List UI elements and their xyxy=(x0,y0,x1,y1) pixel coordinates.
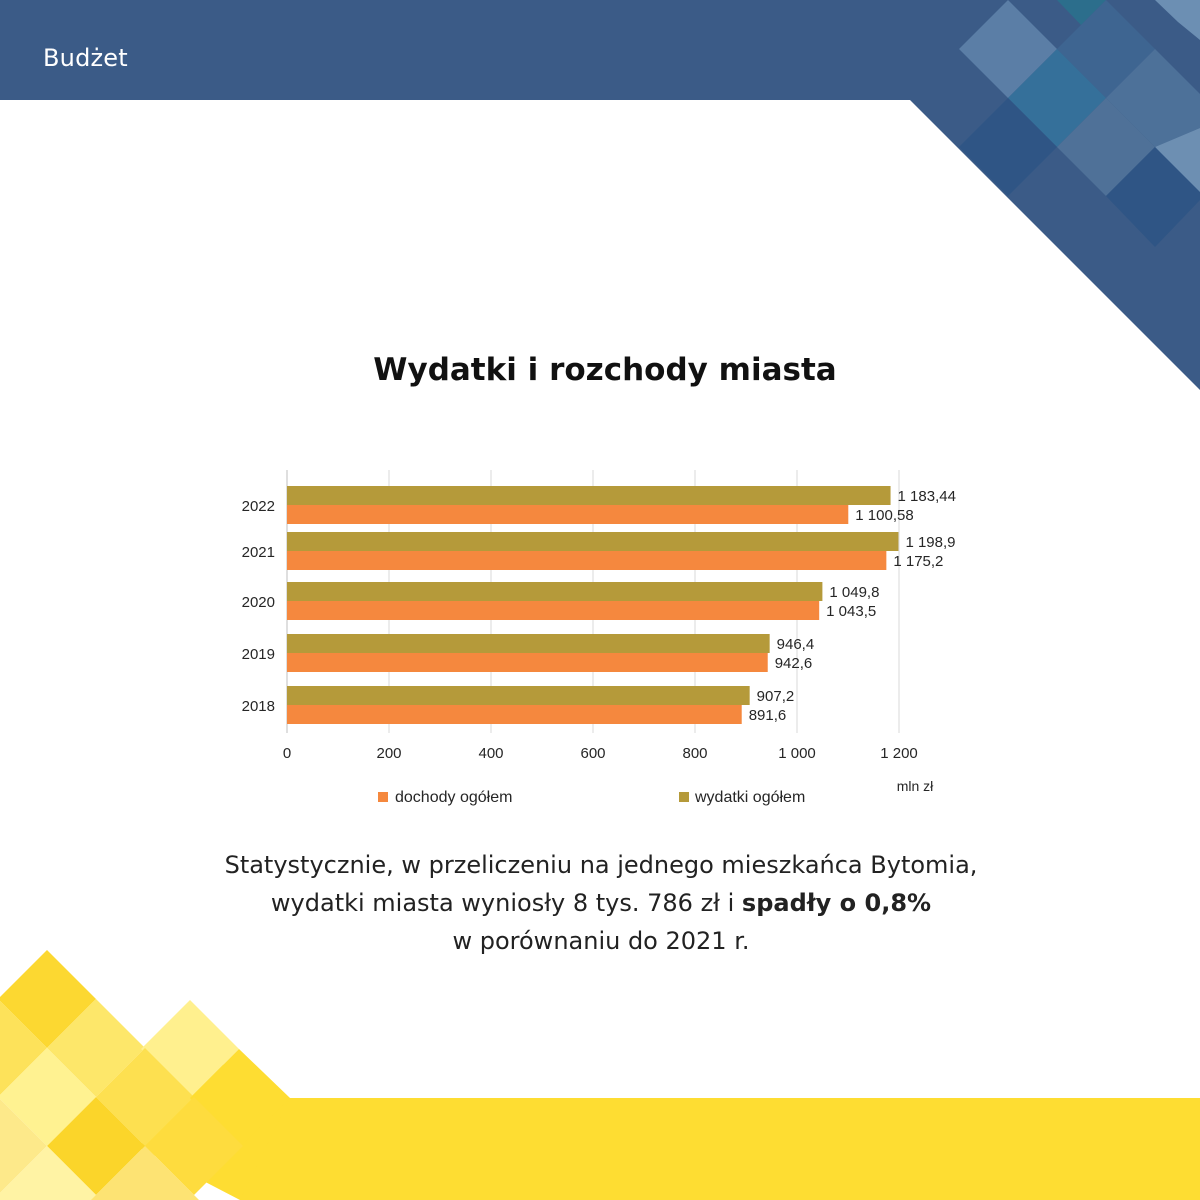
bar-wydatki xyxy=(287,532,899,551)
data-label-dochody: 1 175,2 xyxy=(893,553,943,570)
bar-dochody xyxy=(287,705,742,724)
blue-diamond-pattern xyxy=(959,0,1200,247)
data-label-wydatki: 946,4 xyxy=(777,636,815,653)
x-tick-label: 800 xyxy=(682,745,707,762)
yellow-diamond-pattern xyxy=(0,950,290,1200)
section-label: Budżet xyxy=(43,44,128,72)
caption-line-2-text: wydatki miasta wyniosły 8 tys. 786 zł i xyxy=(270,889,742,917)
data-label-wydatki: 1 049,8 xyxy=(829,584,879,601)
y-tick-label: 2022 xyxy=(242,498,275,515)
data-label-wydatki: 1 183,44 xyxy=(898,488,956,505)
caption-line-2: wydatki miasta wyniosły 8 tys. 786 zł i … xyxy=(0,884,1200,922)
data-label-dochody: 1 043,5 xyxy=(826,603,876,620)
caption-highlight: spadły o 0,8% xyxy=(741,889,932,917)
legend-label-wydatki: wydatki ogółem xyxy=(694,789,805,806)
data-label-wydatki: 1 198,9 xyxy=(905,534,955,551)
bar-wydatki xyxy=(287,582,823,601)
legend-swatch-dochody xyxy=(378,792,388,802)
bar-wydatki xyxy=(287,634,770,653)
x-tick-label: 1 200 xyxy=(880,745,918,762)
caption-line-3: w porównaniu do 2021 r. xyxy=(452,927,750,955)
x-axis-unit-label: mln zł xyxy=(897,778,934,794)
bar-dochody xyxy=(287,601,820,620)
bar-dochody xyxy=(287,653,768,672)
caption-line-1: Statystycznie, w przeliczeniu na jednego… xyxy=(224,851,978,879)
x-tick-label: 1 000 xyxy=(778,745,816,762)
y-tick-label: 2020 xyxy=(242,594,275,611)
x-tick-label: 400 xyxy=(478,745,503,762)
y-tick-label: 2018 xyxy=(242,698,275,715)
caption: Statystycznie, w przeliczeniu na jednego… xyxy=(0,846,1200,960)
legend-label-dochody: dochody ogółem xyxy=(395,789,512,806)
chart-title: Wydatki i rozchody miasta xyxy=(373,352,837,388)
data-label-dochody: 1 100,58 xyxy=(855,507,913,524)
data-label-wydatki: 907,2 xyxy=(757,688,795,705)
x-tick-label: 600 xyxy=(580,745,605,762)
y-tick-label: 2019 xyxy=(242,646,275,663)
x-tick-label: 0 xyxy=(283,745,291,762)
legend-swatch-wydatki xyxy=(679,792,689,802)
bar-wydatki xyxy=(287,686,750,705)
data-label-dochody: 942,6 xyxy=(775,655,813,672)
bar-wydatki xyxy=(287,486,891,505)
yellow-band xyxy=(240,1098,1200,1200)
bar-dochody xyxy=(287,505,849,524)
bar-dochody xyxy=(287,551,887,570)
data-label-dochody: 891,6 xyxy=(749,707,787,724)
x-tick-label: 200 xyxy=(376,745,401,762)
y-tick-label: 2021 xyxy=(242,544,275,561)
